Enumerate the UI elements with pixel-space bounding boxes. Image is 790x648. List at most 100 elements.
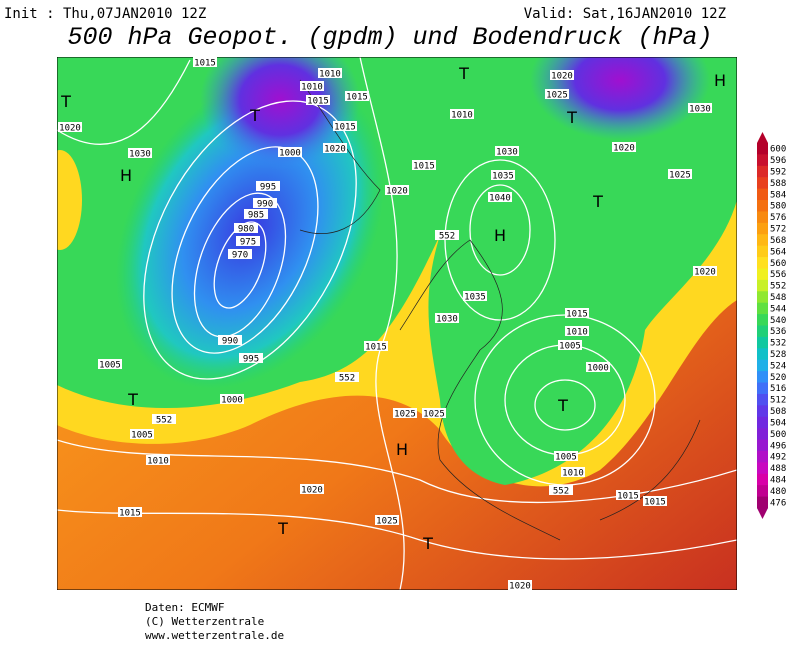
isobar-label: 1020 — [386, 187, 408, 197]
label-bg — [256, 181, 280, 191]
isobar-label: 552 — [553, 487, 569, 497]
label-bg — [193, 57, 217, 67]
colorbar-swatch — [757, 450, 768, 463]
label-bg — [323, 143, 347, 153]
colorbar-label: 588 — [770, 179, 786, 189]
label-bg — [545, 89, 569, 99]
colorbar-swatch — [757, 188, 768, 201]
isobar-label: 1025 — [669, 171, 691, 181]
colorbar-label: 584 — [770, 190, 786, 200]
isobar-label: 552 — [339, 374, 355, 384]
colorbar-swatch — [757, 268, 768, 281]
colorbar-label: 512 — [770, 396, 786, 406]
colorbar-label: 476 — [770, 498, 786, 508]
colorbar-swatch — [757, 325, 768, 338]
pressure-center: T — [592, 192, 603, 211]
isobar-label: 1005 — [559, 342, 581, 352]
colorbar-swatch — [757, 245, 768, 258]
colorbar-label: 524 — [770, 361, 786, 371]
pressure-center: T — [422, 534, 433, 553]
label-bg — [58, 122, 82, 132]
isobar-label: 1015 — [566, 310, 588, 320]
colorbar-swatch — [757, 428, 768, 441]
label-bg — [335, 372, 359, 382]
isobar-label: 1020 — [694, 268, 716, 278]
label-bg — [218, 335, 242, 345]
label-bg — [152, 414, 176, 424]
colorbar-swatch — [757, 211, 768, 224]
isobar-label: 1020 — [324, 145, 346, 155]
isobar-label: 1015 — [119, 509, 141, 519]
label-bg — [318, 68, 342, 78]
label-bg — [253, 198, 277, 208]
colorbar: 6005965925885845805765725685645605565525… — [757, 132, 786, 519]
colorbar-swatch — [757, 279, 768, 292]
isobar-label: 1020 — [59, 124, 81, 134]
label-bg — [236, 236, 260, 246]
pressure-center: H — [396, 440, 408, 459]
isobar-label: 1025 — [546, 91, 568, 101]
valid-time: Valid: Sat,16JAN2010 12Z — [524, 6, 726, 22]
colorbar-swatch — [757, 439, 768, 452]
label-bg — [412, 160, 436, 170]
colorbar-swatch — [757, 416, 768, 429]
label-bg — [306, 95, 330, 105]
colorbar-swatch — [757, 177, 768, 190]
colorbar-swatch — [757, 496, 768, 509]
pressure-center: T — [249, 106, 260, 125]
isobar-label: 975 — [240, 238, 256, 248]
colorbar-label: 504 — [770, 418, 786, 428]
label-bg — [668, 169, 692, 179]
label-bg — [450, 109, 474, 119]
map-title: 500 hPa Geopot. (gpdm) und Bodendruck (h… — [67, 23, 712, 52]
colorbar-label: 564 — [770, 247, 786, 257]
colorbar-swatch — [757, 336, 768, 349]
colorbar-swatch — [757, 200, 768, 212]
colorbar-label: 500 — [770, 430, 786, 440]
label-bg — [693, 266, 717, 276]
colorbar-swatch — [757, 405, 768, 418]
colorbar-swatch — [757, 291, 768, 304]
isobar-label: 1000 — [279, 149, 301, 159]
pressure-center: T — [277, 519, 288, 538]
isobar-label: 1015 — [413, 162, 435, 172]
label-bg — [375, 515, 399, 525]
isobar-label: 1010 — [301, 83, 323, 93]
label-bg — [130, 429, 154, 439]
colorbar-label: 572 — [770, 225, 786, 235]
isobar-label: 1000 — [587, 364, 609, 374]
isobar-label: 552 — [439, 232, 455, 242]
label-bg — [234, 223, 258, 233]
colorbar-swatch — [757, 382, 768, 395]
isobar-label: 970 — [232, 251, 248, 261]
label-bg — [554, 451, 578, 461]
colorbar-swatch — [757, 462, 768, 475]
pressure-center: H — [714, 71, 726, 90]
colorbar-swatch — [757, 234, 768, 247]
colorbar-swatch — [757, 485, 768, 498]
label-bg — [393, 408, 417, 418]
colorbar-swatch — [757, 348, 768, 361]
isobar-label: 985 — [248, 211, 264, 221]
label-bg — [565, 326, 589, 336]
colorbar-label: 596 — [770, 156, 786, 166]
isobar-label: 552 — [156, 416, 172, 426]
label-bg — [422, 408, 446, 418]
pressure-center: T — [566, 108, 577, 127]
credit-line: (C) Wetterzentrale — [145, 615, 264, 628]
isobar-label: 1025 — [376, 517, 398, 527]
label-bg — [239, 353, 263, 363]
isobar-label: 995 — [260, 183, 276, 193]
isobar-label: 1040 — [489, 194, 511, 204]
isobar-label: 1010 — [562, 469, 584, 479]
label-bg — [98, 359, 122, 369]
colorbar-swatch — [757, 314, 768, 326]
label-bg — [118, 507, 142, 517]
isobar-label: 1005 — [99, 361, 121, 371]
colorbar-label: 496 — [770, 441, 786, 451]
isobar-label: 1020 — [613, 144, 635, 154]
label-bg — [643, 496, 667, 506]
isobar-label: 1005 — [131, 431, 153, 441]
isobar-label: 1020 — [551, 72, 573, 82]
colorbar-label: 556 — [770, 270, 786, 280]
